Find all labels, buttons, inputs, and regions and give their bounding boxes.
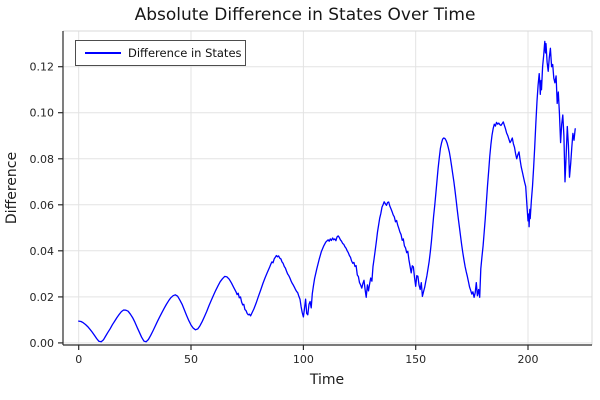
y-axis-label: Difference bbox=[4, 152, 20, 224]
y-tick-label: 0.10 bbox=[30, 107, 55, 120]
legend-label: Difference in States bbox=[128, 46, 242, 60]
y-tick-label: 0.06 bbox=[30, 199, 55, 212]
y-tick-label: 0.00 bbox=[30, 337, 55, 350]
grid-layer bbox=[63, 31, 592, 345]
x-axis-label: Time bbox=[309, 372, 344, 388]
x-tick-label: 0 bbox=[75, 353, 82, 366]
y-tick-label: 0.08 bbox=[30, 153, 55, 166]
legend: Difference in States bbox=[75, 40, 246, 66]
y-tick-label: 0.12 bbox=[30, 61, 55, 74]
series-layer bbox=[78, 40, 576, 343]
difference-series-line bbox=[78, 40, 576, 343]
x-tick-label: 100 bbox=[293, 353, 314, 366]
x-tick-label: 150 bbox=[405, 353, 426, 366]
x-tick-label: 50 bbox=[184, 353, 198, 366]
y-tick-label: 0.02 bbox=[30, 291, 55, 304]
x-tick-label: 200 bbox=[518, 353, 539, 366]
y-tick-label: 0.04 bbox=[30, 245, 55, 258]
chart-title: Absolute Difference in States Over Time bbox=[135, 5, 476, 25]
axis-layer: 0 50 100 150 200 0.00 0.02 0.04 0.06 0.08 0.10 0.12 bbox=[30, 30, 593, 366]
